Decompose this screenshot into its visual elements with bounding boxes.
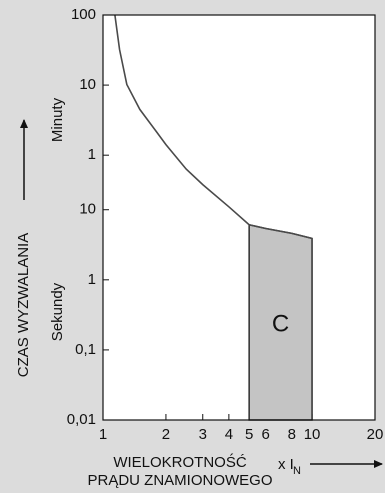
plot-frame	[102, 14, 376, 421]
trip-curve	[114, 14, 313, 240]
plot-area	[103, 15, 375, 420]
y-tick-label: 100	[71, 6, 96, 23]
minutes-label: Minuty	[49, 97, 66, 142]
x-tick-label: 8	[288, 426, 296, 443]
seconds-label: Sekundy	[49, 282, 66, 341]
x-tick-label: 1	[99, 426, 107, 443]
x-axis-title: PRĄDU ZNAMIONOWEGO	[87, 472, 272, 489]
x-axis-title: WIELOKROTNOŚĆ	[113, 453, 247, 471]
region-label: C	[272, 310, 289, 337]
x-unit: x I	[278, 456, 294, 473]
x-tick-label: 2	[162, 426, 170, 443]
y-tick-label: 10	[79, 201, 96, 218]
x-tick-label: 10	[304, 426, 321, 443]
y-tick-label: 0,01	[67, 411, 96, 428]
y-axis-title: CZAS WYZWALANIA	[15, 233, 32, 377]
x-tick-label: 4	[225, 426, 233, 443]
x-tick-label: 5	[245, 426, 253, 443]
x-unit-sub: N	[293, 465, 301, 477]
x-tick-label: 3	[199, 426, 207, 443]
y-tick-label: 1	[88, 146, 96, 163]
y-tick-label: 1	[88, 271, 96, 288]
x-tick-label: 20	[367, 426, 384, 443]
y-tick-label: 0,1	[75, 341, 96, 358]
x-tick-label: 6	[262, 426, 270, 443]
y-tick-label: 10	[79, 76, 96, 93]
